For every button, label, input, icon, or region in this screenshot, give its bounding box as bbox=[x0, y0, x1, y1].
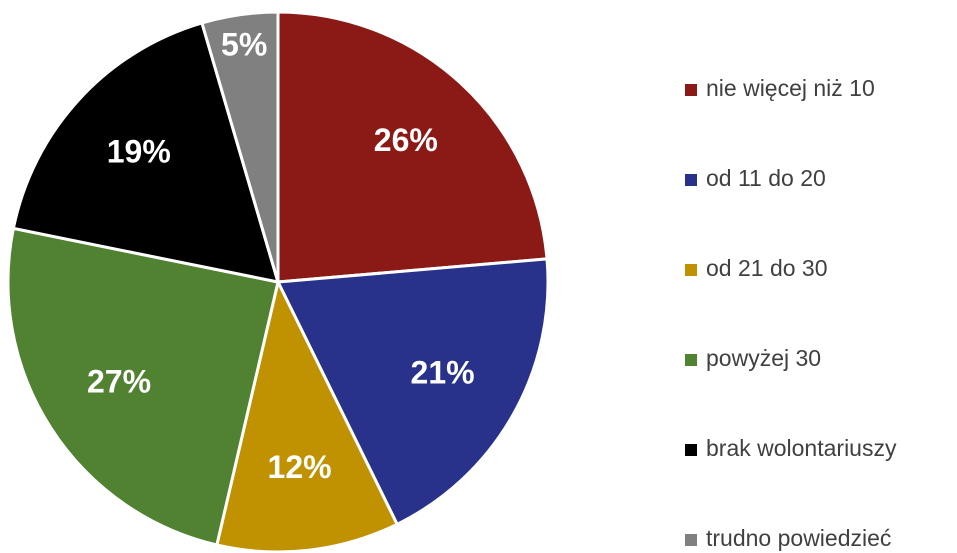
legend-swatch bbox=[685, 534, 697, 546]
legend-label: nie więcej niż 10 bbox=[706, 75, 875, 101]
legend-label: od 11 do 20 bbox=[706, 165, 826, 191]
pie-slice bbox=[215, 277, 400, 553]
pie-slice bbox=[275, 257, 550, 527]
pie-slice bbox=[11, 21, 281, 284]
legend-swatch bbox=[685, 354, 697, 366]
legend-swatch bbox=[685, 264, 697, 276]
legend-swatch bbox=[685, 174, 697, 186]
legend-label: trudno powiedzieć bbox=[706, 525, 891, 551]
data-label: 12% bbox=[268, 449, 332, 485]
legend-label: od 21 do 30 bbox=[706, 255, 828, 281]
legend-label: powyżej 30 bbox=[706, 345, 821, 371]
legend-swatch bbox=[685, 84, 697, 96]
legend-label: brak wolontariuszy bbox=[706, 435, 897, 461]
data-label: 27% bbox=[87, 364, 151, 400]
pie-slice bbox=[276, 10, 549, 284]
pie-slice bbox=[200, 10, 280, 283]
data-label: 26% bbox=[374, 122, 438, 158]
data-label: 5% bbox=[221, 26, 267, 62]
pie-slice bbox=[6, 226, 280, 547]
data-label: 21% bbox=[411, 354, 475, 390]
data-label: 19% bbox=[107, 134, 171, 170]
legend-swatch bbox=[685, 444, 697, 456]
